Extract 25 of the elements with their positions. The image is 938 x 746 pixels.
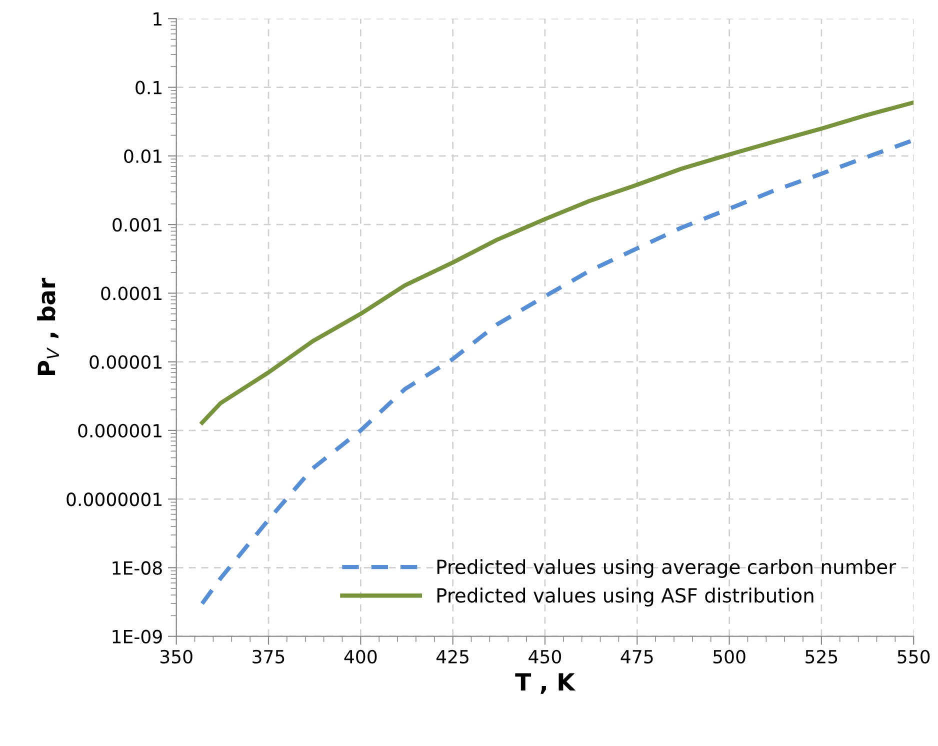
y-tick-label: 0.0001 xyxy=(101,286,162,300)
x-tick-label: 525 xyxy=(806,650,838,664)
legend-label: Predicted values using ASF distribution xyxy=(437,588,814,606)
x-tick-label: 350 xyxy=(160,650,192,664)
line-series xyxy=(200,138,914,606)
y-tick-label: 1E-09 xyxy=(112,630,162,644)
y-tick-label: 1 xyxy=(154,12,162,26)
y-tick-label: 0.0000001 xyxy=(66,492,162,506)
x-tick-label: 375 xyxy=(252,650,284,664)
x-tick-label: 550 xyxy=(898,650,930,664)
y-tick-label: 1E-08 xyxy=(112,561,162,575)
x-tick-label: 475 xyxy=(620,650,653,664)
line-series xyxy=(200,100,914,425)
x-tick-label: 450 xyxy=(528,650,562,664)
y-tick-label: 0.001 xyxy=(112,218,162,232)
y-tick-label: 0.1 xyxy=(136,80,162,94)
x-tick-label: 400 xyxy=(344,650,377,664)
y-tick-label: 0.000001 xyxy=(78,424,162,438)
x-axis-title: T , K xyxy=(515,673,576,694)
y-tick-label: 0.00001 xyxy=(90,355,162,369)
x-tick-label: 500 xyxy=(713,650,746,664)
y-axis-title: P$_{V}$ , bar xyxy=(37,278,59,376)
y-tick-label: 0.01 xyxy=(124,149,162,164)
x-tick-label: 425 xyxy=(436,650,468,664)
legend-label: Predicted values using average carbon number xyxy=(437,559,896,578)
